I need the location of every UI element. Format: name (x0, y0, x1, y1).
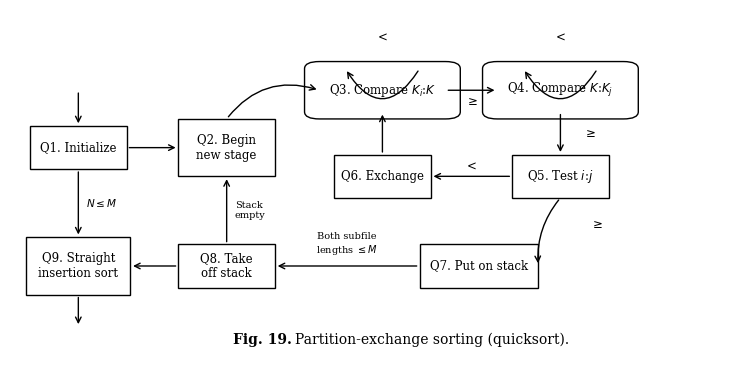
FancyBboxPatch shape (512, 155, 609, 198)
FancyBboxPatch shape (178, 119, 275, 176)
Text: Q4. Compare $K$:$K_j$: Q4. Compare $K$:$K_j$ (507, 81, 614, 99)
Text: Q6. Exchange: Q6. Exchange (341, 170, 424, 183)
Text: <: < (556, 32, 566, 45)
Text: $\geq$: $\geq$ (465, 95, 478, 108)
Text: Q5. Test $i$:$j$: Q5. Test $i$:$j$ (527, 168, 593, 185)
Text: Q2. Begin
new stage: Q2. Begin new stage (196, 134, 256, 161)
Text: Both subfile
lengths $\leq M$: Both subfile lengths $\leq M$ (316, 232, 378, 257)
Text: <: < (377, 32, 387, 45)
FancyBboxPatch shape (26, 237, 130, 295)
FancyBboxPatch shape (482, 62, 638, 119)
Text: Q7. Put on stack: Q7. Put on stack (430, 259, 528, 272)
FancyBboxPatch shape (419, 244, 538, 287)
Text: <: < (466, 161, 476, 174)
Text: Stack
empty: Stack empty (234, 201, 265, 220)
Text: $N \leq M$: $N \leq M$ (86, 197, 117, 209)
Text: $\geq$: $\geq$ (590, 218, 603, 231)
Text: $\geq$: $\geq$ (583, 127, 596, 140)
FancyBboxPatch shape (334, 155, 430, 198)
FancyBboxPatch shape (178, 244, 275, 287)
Text: Q9. Straight
insertion sort: Q9. Straight insertion sort (38, 252, 119, 280)
Text: Q3. Compare $K_i$:$K$: Q3. Compare $K_i$:$K$ (328, 82, 436, 99)
Text: Fig. 19.: Fig. 19. (233, 333, 292, 347)
FancyBboxPatch shape (304, 62, 460, 119)
FancyBboxPatch shape (30, 126, 127, 169)
Text: Q8. Take
off stack: Q8. Take off stack (200, 252, 253, 280)
Text: Partition-exchange sorting (quicksort).: Partition-exchange sorting (quicksort). (295, 332, 569, 347)
Text: Q1. Initialize: Q1. Initialize (40, 141, 116, 154)
